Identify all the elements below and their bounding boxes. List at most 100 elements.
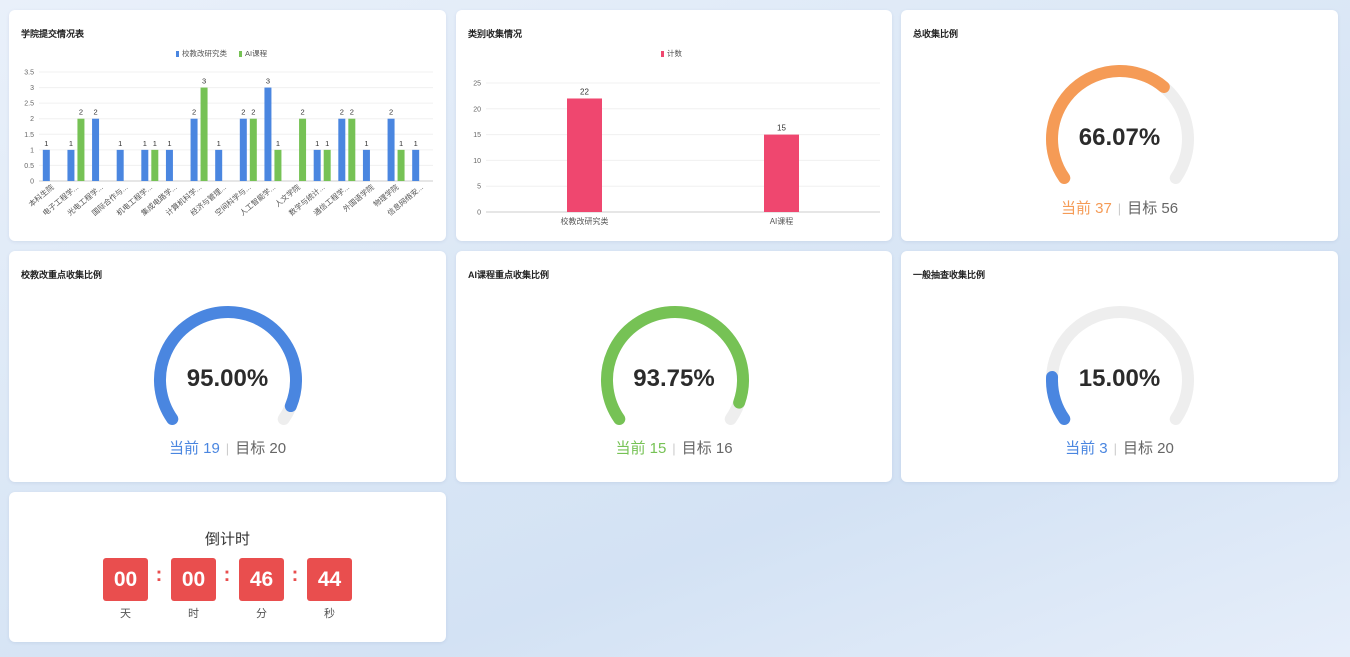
gauge-footer: 当前 19 | 目标 20	[9, 437, 446, 458]
card-title: 校教改重点收集比例	[21, 270, 103, 280]
current-value: 当前 19	[168, 440, 220, 457]
y-tick-label: 15	[473, 132, 481, 139]
data-label: 1	[44, 139, 48, 148]
bar[interactable]	[764, 134, 799, 212]
countdown-days: 00	[103, 558, 148, 601]
bar[interactable]	[348, 118, 356, 181]
data-label: 1	[399, 139, 403, 148]
data-label: 2	[350, 108, 354, 117]
y-tick-label: 25	[473, 81, 481, 88]
data-label: 1	[69, 139, 73, 148]
gauge-ring	[154, 305, 302, 425]
bar[interactable]	[338, 118, 346, 181]
bar[interactable]	[362, 149, 370, 181]
countdown-card: 倒计时 00 : 00 : 46 : 44 天 时 分 秒	[9, 492, 446, 642]
card-title: 学院提交情况表	[21, 29, 85, 39]
countdown-title: 倒计时	[204, 531, 250, 548]
y-tick-label: 5	[477, 184, 481, 191]
bar[interactable]	[92, 118, 100, 181]
card-title: 类别收集情况	[468, 29, 523, 39]
y-tick-label: 1.5	[24, 132, 34, 139]
bar[interactable]	[165, 149, 173, 181]
gauge-progress	[1046, 65, 1170, 184]
bar[interactable]	[567, 98, 602, 212]
gauge-ring	[1046, 65, 1194, 184]
target-value: 目标 20	[1123, 440, 1174, 457]
y-tick-label: 2	[30, 116, 34, 123]
gauge-percent: 15.00%	[1078, 365, 1161, 392]
data-label: 2	[241, 108, 245, 117]
y-tick-label: 3.5	[24, 70, 34, 77]
college-bar-chart: 校教改研究类 AI课程00.511.522.533.51本科生院12电子工程学..…	[24, 48, 433, 218]
data-label: 3	[202, 77, 206, 86]
current-value: 当前 15	[615, 440, 667, 457]
gauge-footer: 当前 37 | 目标 56	[901, 197, 1338, 218]
data-label: 1	[118, 139, 122, 148]
current-value: 当前 37	[1060, 200, 1112, 217]
current-value: 当前 3	[1065, 440, 1108, 457]
bar[interactable]	[151, 149, 159, 181]
data-label: 1	[217, 139, 221, 148]
data-label: 2	[192, 108, 196, 117]
y-tick-label: 0.5	[24, 163, 34, 170]
gauge-footer: 当前 3 | 目标 20	[901, 437, 1338, 458]
y-tick-label: 3	[30, 85, 34, 92]
data-label: 1	[167, 139, 171, 148]
countdown-colon: :	[291, 564, 299, 586]
gauge-progress	[601, 306, 749, 425]
bar[interactable]	[141, 149, 149, 181]
target-value: 目标 20	[235, 440, 287, 457]
total-collection-gauge-card: 总收集比例 66.07% 当前 37 | 目标 56	[901, 10, 1338, 241]
separator: |	[1117, 201, 1122, 216]
bar[interactable]	[215, 149, 223, 181]
separator: |	[672, 441, 676, 456]
card-title: 总收集比例	[913, 29, 959, 39]
data-label: 15	[777, 124, 786, 133]
legend-swatch	[239, 51, 242, 57]
y-tick-label: 1	[30, 147, 34, 154]
bar[interactable]	[77, 118, 85, 181]
college-submission-card: 学院提交情况表 校教改研究类 AI课程 0 0.5 1 1.5 2 2.5 3 3.5 1 本科生院 1…	[9, 10, 446, 241]
bar[interactable]	[190, 118, 198, 181]
bar[interactable]	[67, 149, 75, 181]
bar[interactable]	[299, 118, 307, 181]
x-tick-label: 校教改研究类	[561, 216, 609, 226]
gauge-percent: 93.75%	[633, 365, 715, 392]
bar[interactable]	[116, 149, 124, 181]
bar[interactable]	[412, 149, 420, 181]
bar[interactable]	[42, 149, 50, 181]
legend-label: 计数	[667, 48, 682, 58]
bar[interactable]	[397, 149, 405, 181]
bar[interactable]	[313, 149, 321, 181]
data-label: 2	[79, 108, 83, 117]
x-tick-label: AI课程	[770, 217, 794, 226]
minutes-label: 分	[256, 608, 267, 620]
gauge-footer: 当前 15 | 目标 16	[456, 437, 892, 458]
days-label: 天	[120, 608, 131, 620]
data-label: 1	[325, 139, 329, 148]
data-label: 1	[315, 139, 319, 148]
data-label: 2	[340, 108, 344, 117]
gauge-ring	[1046, 306, 1194, 425]
separator: |	[1113, 441, 1118, 456]
bar[interactable]	[264, 87, 272, 181]
y-tick-label: 20	[473, 106, 481, 113]
data-label: 1	[276, 139, 280, 148]
bar[interactable]	[249, 118, 257, 181]
bar[interactable]	[323, 149, 331, 181]
legend-swatch	[661, 51, 664, 57]
countdown-minutes: 46	[239, 558, 284, 601]
data-label: 1	[143, 139, 147, 148]
bar[interactable]	[200, 87, 208, 181]
bar[interactable]	[239, 118, 247, 181]
card-title: 一般抽查收集比例	[913, 270, 986, 280]
data-label: 2	[251, 108, 255, 117]
card-title: AI课程重点收集比例	[468, 270, 550, 280]
data-label: 22	[580, 87, 589, 96]
bar[interactable]	[387, 118, 395, 181]
target-value: 目标 56	[1127, 200, 1179, 217]
bar[interactable]	[274, 149, 282, 181]
separator: |	[225, 441, 230, 456]
y-tick-label: 0	[30, 179, 34, 186]
ai-course-key-gauge-card: AI课程重点收集比例 93.75% 当前 15 | 目标 16	[456, 251, 892, 482]
